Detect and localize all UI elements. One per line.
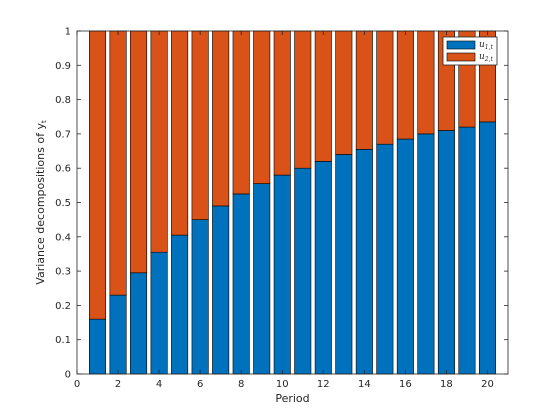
legend: u1,tu2,t <box>442 36 498 66</box>
y-tick-label: 0.2 <box>55 301 71 312</box>
y-axis-label-main: Variance decompositions of y <box>34 123 47 285</box>
y-tick-label: 1 <box>65 27 71 38</box>
bar-series1-period-3 <box>130 272 148 375</box>
bar-series1-period-1 <box>89 318 107 375</box>
bar-series2-period-17 <box>417 30 435 135</box>
y-tick-label: 0 <box>65 370 71 381</box>
y-tick-label: 0.7 <box>55 129 71 140</box>
legend-swatch-2 <box>446 52 476 62</box>
legend-label-2: u2,t <box>479 52 494 63</box>
bar-series2-period-6 <box>191 30 209 220</box>
y-tick-label: 0.9 <box>55 61 71 72</box>
bar-series1-period-4 <box>150 251 168 375</box>
y-tick-label: 0.1 <box>55 335 71 346</box>
bar-series1-period-10 <box>273 174 291 375</box>
bar-series1-period-2 <box>109 294 127 375</box>
bar-series1-period-11 <box>294 167 312 375</box>
y-tick-label: 0.8 <box>55 95 71 106</box>
x-tick-label: 18 <box>440 379 453 390</box>
legend-swatch-1 <box>446 40 476 50</box>
bar-series2-period-3 <box>130 30 148 274</box>
y-axis-label-subscript: t <box>40 120 48 123</box>
bar-series1-period-5 <box>171 234 189 375</box>
x-tick-label: 8 <box>238 379 244 390</box>
x-tick-label: 12 <box>317 379 330 390</box>
bar-series1-period-13 <box>335 154 353 375</box>
bar-series2-period-13 <box>335 30 353 155</box>
y-tick-label: 0.5 <box>55 198 71 209</box>
x-tick-label: 0 <box>74 379 80 390</box>
x-tick-label: 20 <box>481 379 494 390</box>
y-tick-label: 0.3 <box>55 267 71 278</box>
bar-series2-period-10 <box>273 30 291 176</box>
x-tick-label: 14 <box>358 379 371 390</box>
bar-series1-period-19 <box>458 126 476 375</box>
bar-series1-period-17 <box>417 133 435 375</box>
bar-series1-period-15 <box>376 143 394 375</box>
x-tick-label: 2 <box>115 379 121 390</box>
bar-series2-period-2 <box>109 30 127 296</box>
bar-series2-period-4 <box>150 30 168 253</box>
bar-series2-period-11 <box>294 30 312 169</box>
bar-series2-period-5 <box>171 30 189 236</box>
bar-series1-period-7 <box>212 205 230 375</box>
y-tick-label: 0.6 <box>55 164 71 175</box>
bars-group <box>89 30 496 375</box>
bar-series1-period-9 <box>253 183 271 375</box>
x-axis-label: Period <box>275 392 309 405</box>
axes-group: 0 2 4 6 8 10 12 14 16 18 20 0 0.1 0.2 0.3 0.4 0.5 0.6 0.7 0… <box>55 27 509 390</box>
y-axis-label: Variance decompositions of yt <box>34 120 48 285</box>
bar-series2-period-14 <box>355 30 373 150</box>
bar-series2-period-1 <box>89 30 107 320</box>
y-tick-label: 0.4 <box>55 232 71 243</box>
bar-series2-period-8 <box>232 30 250 195</box>
bar-series2-period-7 <box>212 30 230 207</box>
bar-series1-period-14 <box>355 149 373 375</box>
legend-label-1: u1,t <box>479 40 494 51</box>
bar-series1-period-18 <box>437 130 455 375</box>
bar-series2-period-16 <box>396 30 414 140</box>
bar-series1-period-8 <box>232 193 250 375</box>
bar-series2-period-12 <box>314 30 332 162</box>
bar-series1-period-20 <box>478 121 496 375</box>
bar-series1-period-12 <box>314 161 332 375</box>
bar-series1-period-16 <box>396 138 414 375</box>
bar-series2-period-9 <box>253 30 271 184</box>
x-tick-label: 4 <box>156 379 162 390</box>
bar-series1-period-6 <box>191 219 209 375</box>
x-tick-label: 10 <box>276 379 289 390</box>
x-tick-label: 16 <box>399 379 412 390</box>
bar-series2-period-15 <box>376 30 394 145</box>
x-tick-label: 6 <box>197 379 203 390</box>
